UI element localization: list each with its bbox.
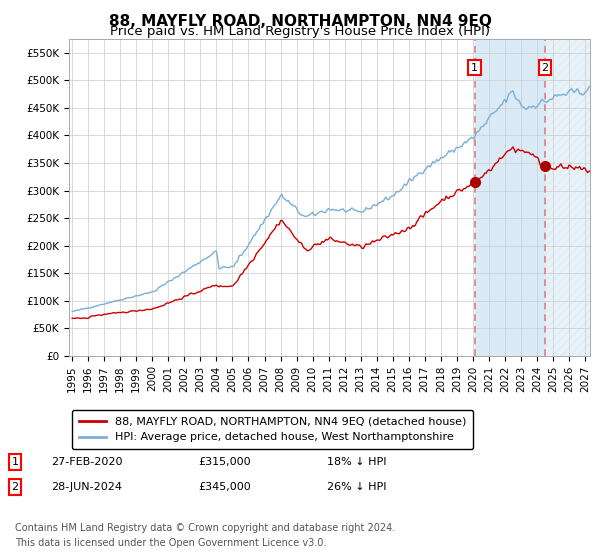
Text: Price paid vs. HM Land Registry's House Price Index (HPI): Price paid vs. HM Land Registry's House … — [110, 25, 490, 38]
Legend: 88, MAYFLY ROAD, NORTHAMPTON, NN4 9EQ (detached house), HPI: Average price, deta: 88, MAYFLY ROAD, NORTHAMPTON, NN4 9EQ (d… — [72, 410, 473, 449]
Bar — [475, 39, 545, 356]
Text: 28-JUN-2024: 28-JUN-2024 — [51, 482, 122, 492]
Text: £315,000: £315,000 — [198, 457, 251, 467]
Text: 88, MAYFLY ROAD, NORTHAMPTON, NN4 9EQ: 88, MAYFLY ROAD, NORTHAMPTON, NN4 9EQ — [109, 14, 491, 29]
Text: Contains HM Land Registry data © Crown copyright and database right 2024.: Contains HM Land Registry data © Crown c… — [15, 523, 395, 533]
Text: 1: 1 — [11, 457, 19, 467]
Text: 2: 2 — [541, 63, 548, 73]
Text: 1: 1 — [471, 63, 478, 73]
Text: 2: 2 — [11, 482, 19, 492]
Text: 27-FEB-2020: 27-FEB-2020 — [51, 457, 122, 467]
Text: This data is licensed under the Open Government Licence v3.0.: This data is licensed under the Open Gov… — [15, 538, 326, 548]
Bar — [545, 39, 600, 356]
Text: 18% ↓ HPI: 18% ↓ HPI — [327, 457, 386, 467]
Text: £345,000: £345,000 — [198, 482, 251, 492]
Text: 26% ↓ HPI: 26% ↓ HPI — [327, 482, 386, 492]
